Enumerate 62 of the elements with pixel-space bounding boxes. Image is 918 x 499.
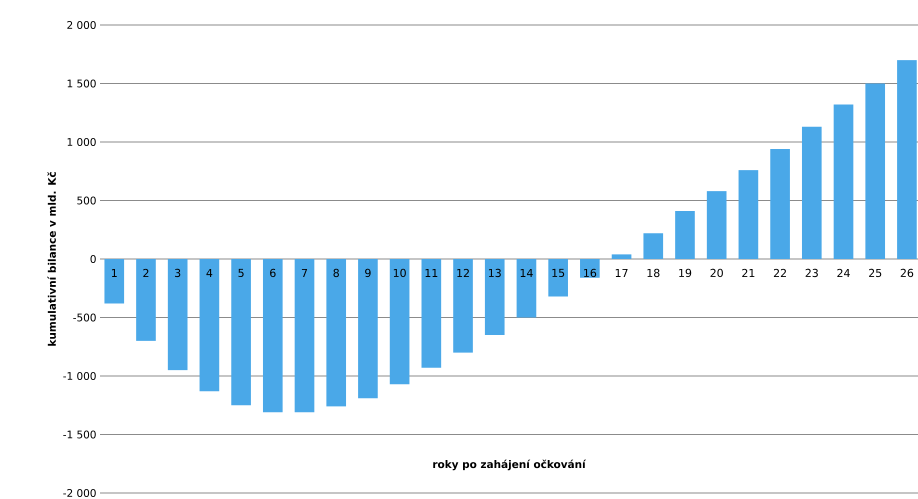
y-tick-label: -500 [73,314,96,322]
x-tick-label: 19 [679,268,692,278]
x-tick-label: 17 [616,268,628,277]
x-tick-label: 5 [238,268,244,278]
x-tick-label: 8 [333,268,339,278]
x-axis-title: roky po zahájení očkování [433,460,586,470]
bar [104,259,124,304]
bar [548,259,568,296]
y-tick-label: -1 000 [63,372,96,380]
bar [612,254,632,259]
bar [422,259,442,368]
x-tick-label: 1 [112,268,117,277]
bar [168,259,188,370]
x-tick-label: 18 [648,268,660,278]
x-tick-label: 6 [270,268,276,278]
bar [484,259,505,336]
bar [865,84,886,259]
bar [770,149,790,259]
bar [453,259,473,353]
x-tick-label: 2 [143,268,148,278]
x-tick-label: 24 [837,268,850,278]
bar [802,126,822,259]
bar [136,259,156,341]
bar [294,259,314,412]
x-tick-label: 9 [365,268,371,278]
x-tick-label: 4 [206,268,212,277]
x-tick-label: 21 [742,268,754,278]
bar [231,259,251,406]
y-tick-label: -2 000 [63,489,96,497]
x-tick-label: 25 [869,268,882,278]
x-tick-label: 7 [302,268,308,277]
bar [897,60,917,259]
bar [262,259,283,412]
bar [675,211,695,259]
x-tick-label: 12 [457,268,469,278]
x-tick-label: 20 [710,268,723,278]
x-tick-label: 26 [900,268,914,278]
x-tick-label: 3 [175,268,180,278]
x-tick-label: 13 [488,268,501,278]
x-tick-label: 14 [520,268,533,277]
y-tick-label: 1 500 [68,80,96,88]
y-tick-label: -1 500 [63,430,96,438]
x-tick-label: 15 [552,268,564,278]
bar [326,259,346,406]
bar [358,259,378,398]
bar [200,259,220,392]
x-tick-label: 10 [394,268,406,278]
bar [706,191,727,259]
x-tick-label: 11 [426,268,438,277]
bar [643,233,664,259]
y-tick-label: 0 [90,255,96,263]
bar [516,259,536,318]
bar [738,170,758,259]
y-axis-title: kumulativní bilance v mld. Kč [47,172,56,346]
x-tick-label: 16 [584,268,596,278]
y-tick-label: 2 000 [67,21,96,29]
bar [834,104,854,259]
x-tick-label: 22 [774,268,786,278]
y-tick-label: 1 000 [68,138,96,146]
bar [390,259,410,384]
y-tick-label: 500 [77,196,96,204]
x-tick-label: 23 [806,268,818,278]
